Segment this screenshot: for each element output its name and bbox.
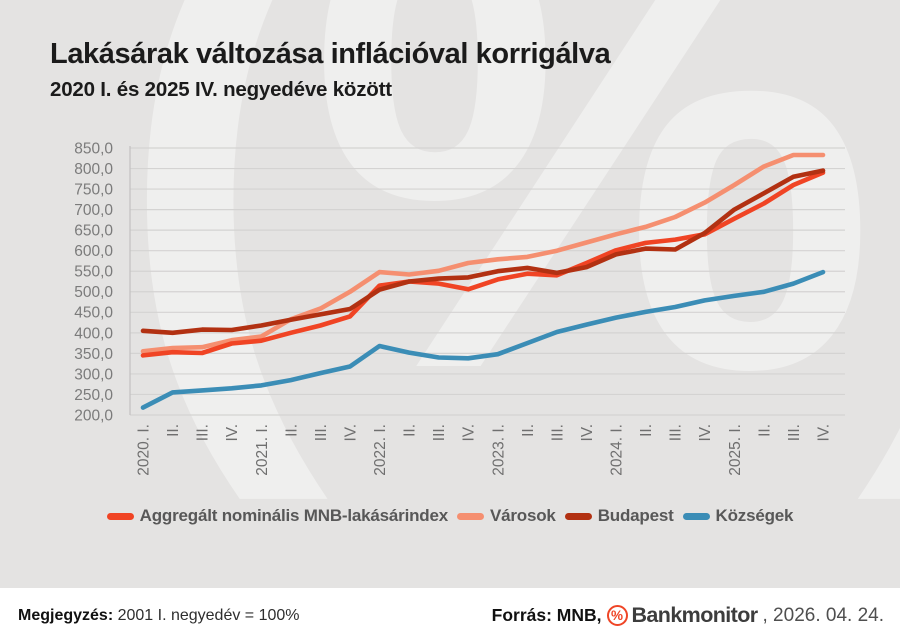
bankmonitor-logo-text: Bankmonitor — [631, 603, 759, 627]
y-axis-tick-label: 650,0 — [74, 223, 113, 240]
source-label: Forrás: MNB, — [491, 605, 602, 625]
bankmonitor-logo: % Bankmonitor — [606, 603, 759, 628]
legend-swatch-icon — [106, 512, 134, 520]
source-block: Forrás: MNB, % Bankmonitor , 2026. 04. 2… — [492, 603, 884, 628]
x-axis-tick-label: III. — [549, 424, 566, 441]
x-axis-tick-label: IV. — [461, 424, 478, 442]
x-axis-tick-label: 2020. I. — [136, 424, 153, 476]
footnote-label: Megjegyzés: — [18, 606, 114, 624]
y-axis-tick-label: 500,0 — [74, 284, 113, 301]
series-line-k-zs-gek — [140, 269, 826, 410]
y-axis-tick-label: 700,0 — [74, 202, 113, 219]
x-axis-tick-label: III. — [668, 424, 685, 441]
footnote-text: 2001 I. negyedév = 100% — [113, 606, 300, 624]
y-axis-tick-label: 600,0 — [74, 243, 113, 260]
legend-swatch-icon — [564, 512, 592, 520]
legend-label: Aggregált nominális MNB-lakásárindex — [139, 506, 449, 525]
y-axis-tick-label: 750,0 — [74, 182, 113, 199]
y-axis-tick-label: 800,0 — [74, 161, 113, 178]
legend-label: Községek — [715, 506, 794, 525]
x-axis-tick-label: III. — [195, 424, 212, 441]
x-axis-tick-label: 2023. I. — [490, 424, 507, 476]
line-chart: 850,0 800,0 750,0 700,0 650,0 600,0 550,0 500,0… — [0, 118, 900, 508]
x-axis-tick-label: IV. — [342, 424, 359, 442]
source-date: , 2026. 04. 24. — [762, 604, 885, 626]
legend-item-budapest: Budapest — [564, 506, 674, 526]
y-axis-tick-label: 250,0 — [74, 387, 113, 404]
x-axis-tick-label: III. — [786, 424, 803, 441]
x-axis-tick-label: IV. — [579, 424, 596, 442]
y-axis-tick-label: 200,0 — [74, 407, 113, 424]
legend-item-k-zs-gek: Községek — [682, 506, 794, 526]
series-line-budapest — [140, 168, 826, 336]
x-axis-tick-label: II. — [165, 424, 182, 437]
x-axis-tick-label: IV. — [697, 424, 714, 442]
x-axis-tick-label: IV. — [816, 424, 833, 442]
y-axis-tick-label: 850,0 — [74, 140, 113, 157]
x-axis-tick-label: II. — [283, 424, 300, 437]
legend-swatch-icon — [457, 512, 484, 520]
x-axis-tick-label: 2022. I. — [372, 424, 389, 476]
x-axis-tick-label: II. — [638, 424, 655, 437]
y-axis-tick-label: 550,0 — [74, 264, 113, 281]
x-axis-tick-label: III. — [313, 424, 330, 441]
legend-label: Városok — [490, 506, 556, 525]
page-title: Lakásárak változása inflációval korrigál… — [50, 38, 611, 70]
x-axis-tick-label: III. — [431, 424, 448, 441]
x-axis-tick-label: 2025. I. — [727, 424, 744, 476]
page-subtitle: 2020 I. és 2025 IV. negyedéve között — [50, 78, 392, 101]
x-axis-tick-label: II. — [520, 424, 537, 437]
y-axis-tick-label: 300,0 — [74, 366, 113, 383]
chart-canvas: 850,0 800,0 750,0 700,0 650,0 600,0 550,0 500,0… — [74, 140, 845, 476]
legend-item-aggreg-lt-nomin-lis-mnb-lak-s-rindex: Aggregált nominális MNB-lakásárindex — [106, 506, 449, 526]
x-axis-tick-label: II. — [402, 424, 419, 437]
series-line-v-rosok — [140, 152, 826, 354]
legend-swatch-icon — [682, 512, 710, 520]
chart-legend: Aggregált nominális MNB-lakásárindex Váro… — [0, 506, 900, 526]
y-axis-tick-label: 450,0 — [74, 305, 113, 322]
y-axis-tick-label: 400,0 — [74, 325, 113, 342]
percent-logo-icon: % — [606, 605, 628, 626]
y-axis-tick-label: 350,0 — [74, 346, 113, 363]
x-axis-tick-label: IV. — [224, 424, 241, 442]
legend-item-v-rosok: Városok — [457, 506, 556, 526]
x-axis-tick-label: 2024. I. — [609, 424, 626, 476]
legend-label: Budapest — [597, 506, 674, 525]
footer-bar: Megjegyzés: 2001 I. negyedév = 100% Forr… — [0, 588, 900, 643]
footnote: Megjegyzés: 2001 I. negyedév = 100% — [18, 607, 300, 625]
x-axis-tick-label: II. — [756, 424, 773, 437]
x-axis-tick-label: 2021. I. — [254, 424, 271, 476]
